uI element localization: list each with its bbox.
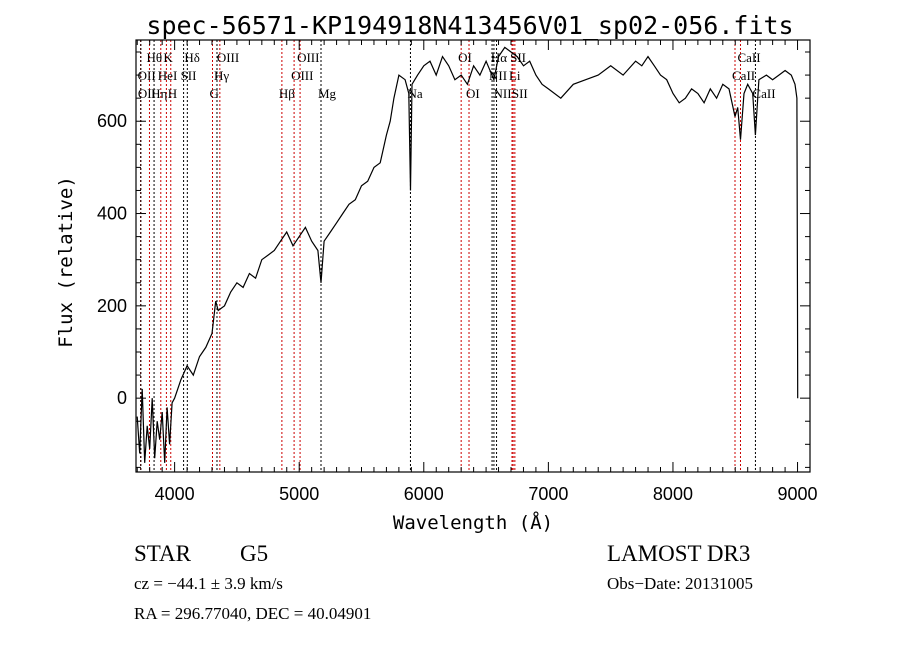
chart-title: spec-56571-KP194918N413456V01_sp02-056.f…	[146, 11, 793, 40]
survey-name: LAMOST DR3	[607, 541, 750, 566]
spectral-line-label: H	[168, 86, 177, 101]
spectral-line-label: Hα	[491, 50, 507, 65]
spectral-line-label: G	[209, 86, 218, 101]
x-axis-label: Wavelength (Å)	[393, 511, 553, 534]
spectral-line-label: SII	[181, 68, 197, 83]
spectral-line-label: SII	[512, 86, 528, 101]
spectral-line-label: OII	[138, 68, 156, 83]
coordinates: RA = 296.77040, DEC = 40.04901	[134, 604, 371, 623]
x-tick-label: 9000	[778, 484, 818, 504]
subclass: G5	[240, 541, 268, 566]
spectral-line-label: OII	[138, 86, 156, 101]
spectral-line-label: Hγ	[214, 68, 229, 83]
object-class: STAR	[134, 541, 192, 566]
spectral-line-label: OIII	[297, 50, 319, 65]
spectrum-line	[136, 46, 799, 463]
spectral-line-label: Na	[407, 86, 422, 101]
spectral-line-markers	[140, 40, 756, 472]
spectral-line-label: CaII	[732, 68, 755, 83]
redshift-text: cz = −44.1 ± 3.9 km/s	[134, 574, 283, 593]
x-tick-label: 6000	[404, 484, 444, 504]
axis-ticks: 4000 5000 6000 7000 8000 9000 0 200 400 600	[97, 40, 818, 504]
spectral-line-label: OIII	[291, 68, 313, 83]
obs-date: Obs−Date: 20131005	[607, 574, 753, 593]
x-tick-label: 5000	[279, 484, 319, 504]
spectral-line-label: OI	[466, 86, 480, 101]
x-tick-label: 7000	[528, 484, 568, 504]
spectral-line-label: CaII	[752, 86, 775, 101]
y-axis-label: Flux (relative)	[55, 176, 77, 348]
y-tick-label: 400	[97, 204, 127, 224]
spectral-line-label: OIII	[217, 50, 239, 65]
x-tick-label: 8000	[653, 484, 693, 504]
x-tick-label: 4000	[155, 484, 195, 504]
spectral-line-label: Hβ	[279, 86, 295, 101]
spectral-line-label: HeI	[158, 68, 178, 83]
spectral-line-label: Hδ	[184, 50, 200, 65]
spectral-line-label: K	[163, 50, 173, 65]
y-tick-label: 600	[97, 111, 127, 131]
spectral-line-label: CaII	[737, 50, 760, 65]
spectral-line-label: OI	[458, 50, 472, 65]
spectral-line-label: Hη	[151, 86, 167, 101]
y-tick-label: 0	[117, 388, 127, 408]
spectral-line-label: Mg	[318, 86, 337, 101]
spectral-line-label: Li	[509, 68, 521, 83]
spectral-line-label: Hθ	[146, 50, 162, 65]
y-tick-label: 200	[97, 296, 127, 316]
spectral-line-label: NII	[494, 86, 512, 101]
plot-frame	[135, 39, 811, 473]
